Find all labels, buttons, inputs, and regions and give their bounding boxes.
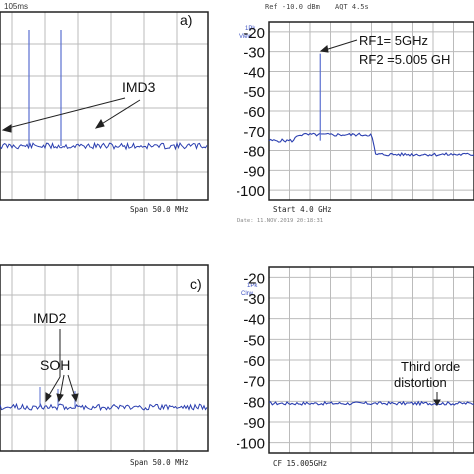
y-tick-label: -70 xyxy=(243,124,265,141)
panel-d-side-1: 1Pk xyxy=(247,283,258,289)
y-tick-label: -70 xyxy=(243,374,265,391)
panel-b-footer: Start 4.0 GHz xyxy=(273,205,332,214)
panel-b-side-1: 1Pk xyxy=(245,26,256,32)
panel-c-footer: Span 50.0 MHz xyxy=(130,458,189,467)
y-tick-label: -50 xyxy=(243,84,265,101)
panel-c-arrows xyxy=(45,329,79,403)
panel-a-label: a) xyxy=(180,12,192,28)
y-tick-label: -30 xyxy=(243,291,265,308)
panel-c: c) IMD2 SOH Span 50.0 MHz xyxy=(0,237,237,474)
y-tick-label: -50 xyxy=(243,332,265,349)
panel-b-ref: Ref -10.0 dBm xyxy=(265,3,320,11)
panel-d-trace xyxy=(268,400,474,407)
y-tick-label: -30 xyxy=(243,45,265,62)
panel-d-arrow xyxy=(433,392,441,406)
panel-b-trace xyxy=(268,132,474,157)
panel-b-annotation-rf2: RF2 =5.005 GH xyxy=(359,52,450,67)
panel-c-label: c) xyxy=(190,276,202,292)
panel-d: 1Pk Clrw -20 -30 -40 -50 -60 -70 -80 -90 -100 Th… xyxy=(237,237,474,474)
panel-d-annotation-line2: distortion xyxy=(394,375,447,390)
panel-b-annotation-rf1: RF1= 5GHz xyxy=(359,33,428,48)
panel-d-grid xyxy=(269,267,474,453)
panel-d-annotation-line1: Third orde xyxy=(401,359,460,374)
panel-a-grid xyxy=(0,11,208,200)
panel-a-footer: Span 50.0 MHz xyxy=(130,205,189,214)
panel-a-annotation-imd3: IMD3 xyxy=(122,79,156,95)
panel-a-trace xyxy=(0,141,208,151)
panel-b-grid xyxy=(269,22,474,200)
panel-c-annotation-soh: SOH xyxy=(40,357,70,373)
panel-b-side-2: View xyxy=(239,34,253,40)
y-tick-label: -90 xyxy=(243,415,265,432)
panel-c-annotation-imd2: IMD2 xyxy=(33,310,67,326)
y-tick-label: -100 xyxy=(237,436,265,453)
panel-b-aqt: AQT 4.5s xyxy=(335,3,369,11)
panel-a-frame xyxy=(0,11,209,201)
panel-d-side-2: Clrw xyxy=(241,291,254,297)
panel-a-header: 105ms xyxy=(4,2,28,11)
y-tick-label: -40 xyxy=(243,312,265,329)
panel-b-arrow xyxy=(319,39,358,53)
panel-d-frame xyxy=(268,266,474,454)
panel-c-frame xyxy=(0,264,209,452)
panel-c-grid xyxy=(0,264,208,451)
y-tick-label: -60 xyxy=(243,104,265,121)
panel-b: Ref -10.0 dBm AQT 4.5s 1Pk View -20 -30 -4… xyxy=(237,0,474,225)
panel-d-yticks: -20 -30 -40 -50 -60 -70 -80 -90 -100 xyxy=(237,270,265,452)
y-tick-label: -20 xyxy=(243,25,265,42)
y-tick-label: -100 xyxy=(237,183,265,200)
y-tick-label: -40 xyxy=(243,64,265,81)
panel-a-arrows xyxy=(1,97,141,133)
panel-c-trace xyxy=(0,402,208,412)
y-tick-label: -80 xyxy=(243,144,265,161)
y-tick-label: -60 xyxy=(243,353,265,370)
y-tick-label: -90 xyxy=(243,163,265,180)
panel-b-date: Date: 11.NOV.2019 20:18:31 xyxy=(237,218,323,224)
panel-d-footer: CF 15.005GHz xyxy=(273,459,327,468)
y-tick-label: -20 xyxy=(243,270,265,287)
y-tick-label: -80 xyxy=(243,394,265,411)
panel-a: 105ms a) IMD3 Span 50.0 MHz xyxy=(0,0,237,225)
panel-b-yticks: -20 -30 -40 -50 -60 -70 -80 -90 -100 xyxy=(237,25,265,200)
panel-b-frame xyxy=(268,21,474,201)
